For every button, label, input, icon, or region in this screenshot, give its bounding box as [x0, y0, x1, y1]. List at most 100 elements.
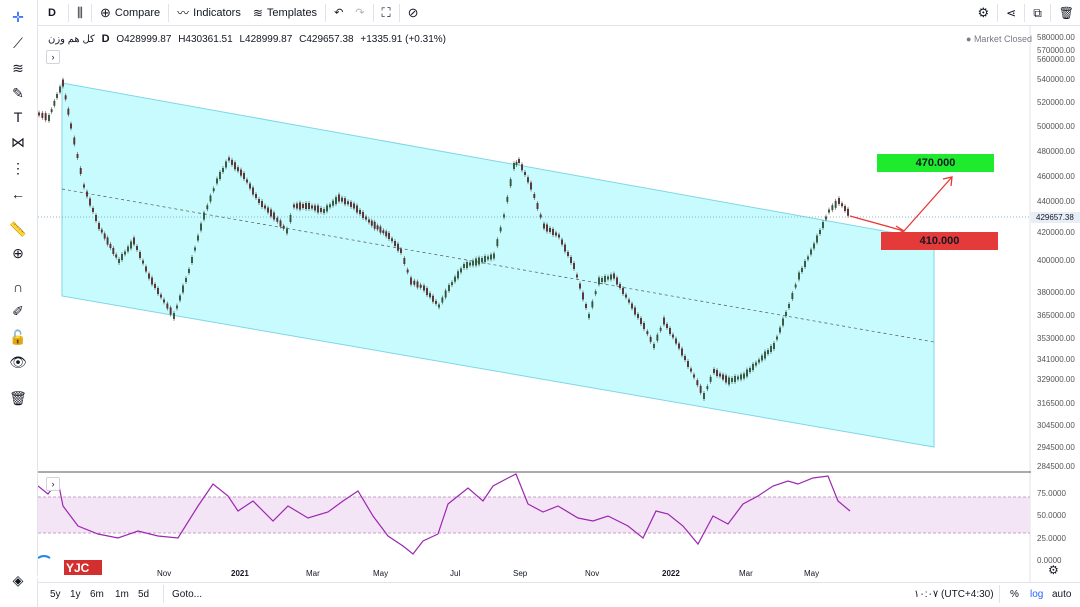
- eye-icon[interactable]: 👁: [9, 353, 27, 370]
- toolbar-right: ⚙ ⋖ ⧉ 🗑: [971, 0, 1080, 26]
- watermark-text: YJC: [66, 561, 90, 575]
- brush-icon[interactable]: ✎: [12, 84, 24, 101]
- target-down-box[interactable]: 410.000: [881, 232, 998, 250]
- legend-change: +1335.91 (+0.31%): [360, 34, 446, 45]
- price-axis-label: 580000.00: [1037, 33, 1075, 42]
- trash-icon: 🗑: [1058, 6, 1074, 20]
- layers-icon[interactable]: ◈: [12, 571, 24, 588]
- legend-open: O428999.87: [116, 34, 172, 45]
- yjc-logo: [32, 552, 102, 582]
- price-axis-label: 540000.00: [1037, 75, 1075, 84]
- text-tool-icon[interactable]: T: [13, 109, 23, 125]
- rsi-axis-label: 75.0000: [1037, 489, 1066, 498]
- price-axis-label: 365000.00: [1037, 311, 1075, 320]
- divider: [1049, 4, 1051, 22]
- time-axis-label: May: [804, 569, 820, 578]
- price-axis-label: 341000.00: [1037, 355, 1075, 364]
- ruler-icon[interactable]: 📏: [9, 220, 27, 237]
- lock-icon[interactable]: 🔓: [9, 328, 27, 345]
- chart-type-button[interactable]: ⫼: [71, 0, 89, 26]
- top-toolbar: D ⫼ ⊕ Compare 〰 Indicators ≋ Templates ↶…: [38, 0, 1080, 26]
- indicators-label: Indicators: [193, 6, 241, 19]
- trash-icon[interactable]: 🗑: [9, 389, 27, 406]
- forecast-arrows: [849, 176, 953, 235]
- time-axis-label: 2021: [231, 569, 249, 578]
- undo-button[interactable]: ↶: [328, 0, 349, 26]
- range-5d[interactable]: 5d: [138, 589, 150, 600]
- divider: [1024, 4, 1026, 22]
- time-axis-label: Mar: [306, 569, 320, 578]
- market-status-label: Market Closed: [973, 34, 1032, 44]
- snapshot-icon: ⧉: [1033, 5, 1042, 20]
- legend-close: C429657.38: [299, 34, 354, 45]
- price-axis-label: 316500.00: [1037, 399, 1075, 408]
- arrow-down-segment: [849, 215, 905, 232]
- compare-button[interactable]: ⊕ Compare: [94, 0, 166, 26]
- fib-icon[interactable]: ≋: [12, 59, 24, 76]
- trend-line-icon[interactable]: ⟋: [13, 34, 23, 51]
- bottom-toolbar: 5y 1y 6m 1m 5d Goto... ۱۰:۰۷ (UTC+4:30) …: [38, 582, 1080, 607]
- delete-button[interactable]: 🗑: [1053, 0, 1080, 26]
- crosshair-icon[interactable]: ✛: [12, 8, 24, 25]
- indicators-button[interactable]: 〰 Indicators: [171, 0, 247, 26]
- symbol-legend: کل هم وزن D O428999.87 H430361.51 L42899…: [48, 33, 450, 45]
- price-axis-label: 353000.00: [1037, 334, 1075, 343]
- price-axis-label: 284500.00: [1037, 462, 1075, 471]
- templates-label: Templates: [266, 6, 318, 19]
- target-up-box[interactable]: 470.000: [877, 154, 994, 172]
- log-toggle[interactable]: log: [1030, 589, 1044, 600]
- indicator-collapse-button[interactable]: ›: [46, 477, 60, 491]
- gear-icon[interactable]: ⚙: [1048, 563, 1059, 577]
- legend-collapse-button[interactable]: ›: [46, 50, 60, 64]
- price-axis-label: 380000.00: [1037, 288, 1075, 297]
- hide-button[interactable]: ⊘: [402, 0, 425, 26]
- time-axis-label: Jul: [450, 569, 461, 578]
- zoom-icon[interactable]: ⊕: [12, 244, 24, 261]
- percent-toggle[interactable]: %: [1010, 589, 1019, 600]
- rsi-axis-label: 0.0000: [1037, 556, 1062, 565]
- price-axis-label: 500000.00: [1037, 122, 1075, 131]
- range-1m[interactable]: 1m: [115, 589, 129, 600]
- range-6m[interactable]: 6m: [90, 589, 104, 600]
- redo-icon: ↷: [355, 7, 365, 19]
- magnet-icon[interactable]: ∩: [12, 279, 24, 295]
- gear-icon: ⚙: [977, 5, 990, 20]
- range-5y[interactable]: 5y: [50, 589, 61, 600]
- lock-drawings-icon[interactable]: ✐: [12, 302, 24, 319]
- back-arrow-icon[interactable]: ←: [11, 186, 25, 202]
- price-axis-label: 400000.00: [1037, 256, 1075, 265]
- fullscreen-button[interactable]: ⛶: [376, 0, 397, 26]
- price-axis-label: 570000.00: [1037, 46, 1075, 55]
- divider: [90, 3, 92, 22]
- indicators-icon: 〰: [177, 6, 190, 20]
- regression-channel[interactable]: [61, 82, 935, 448]
- interval-button[interactable]: D: [48, 6, 56, 19]
- snapshot-button[interactable]: ⧉: [1027, 0, 1048, 26]
- auto-toggle[interactable]: auto: [1052, 589, 1072, 600]
- divider: [68, 3, 69, 22]
- pattern-icon[interactable]: ⋈: [11, 133, 25, 150]
- compare-label: Compare: [114, 6, 161, 19]
- measure-icon[interactable]: ⋮: [11, 159, 25, 176]
- time-axis-label: May: [373, 569, 389, 578]
- goto-button[interactable]: Goto...: [172, 589, 203, 600]
- templates-icon: ≋: [252, 5, 263, 20]
- rsi-band: [38, 497, 1030, 533]
- price-axis-label: 480000.00: [1037, 147, 1075, 156]
- settings-button[interactable]: ⚙: [971, 0, 995, 26]
- legend-low: L428999.87: [239, 34, 293, 45]
- time-axis-label: Sep: [513, 569, 528, 578]
- share-button[interactable]: ⋖: [1000, 0, 1022, 26]
- drawing-toolbar: ✛ ⟋ ≋ ✎ T ⋈ ⋮ ← 📏 ⊕ ∩ ✐ 🔓 👁 🗑 ◈: [0, 0, 38, 607]
- rsi-axis-label: 50.0000: [1037, 511, 1066, 520]
- templates-button[interactable]: ≋ Templates: [247, 0, 323, 26]
- symbol-name[interactable]: کل هم وزن: [48, 34, 95, 45]
- range-1y[interactable]: 1y: [70, 589, 81, 600]
- divider: [997, 4, 999, 22]
- divider: [372, 3, 374, 22]
- chart-canvas[interactable]: [38, 26, 1031, 582]
- timezone-button[interactable]: ۱۰:۰۷ (UTC+4:30): [914, 589, 994, 600]
- redo-button[interactable]: ↷: [349, 0, 370, 26]
- time-axis-label: Nov: [157, 569, 172, 578]
